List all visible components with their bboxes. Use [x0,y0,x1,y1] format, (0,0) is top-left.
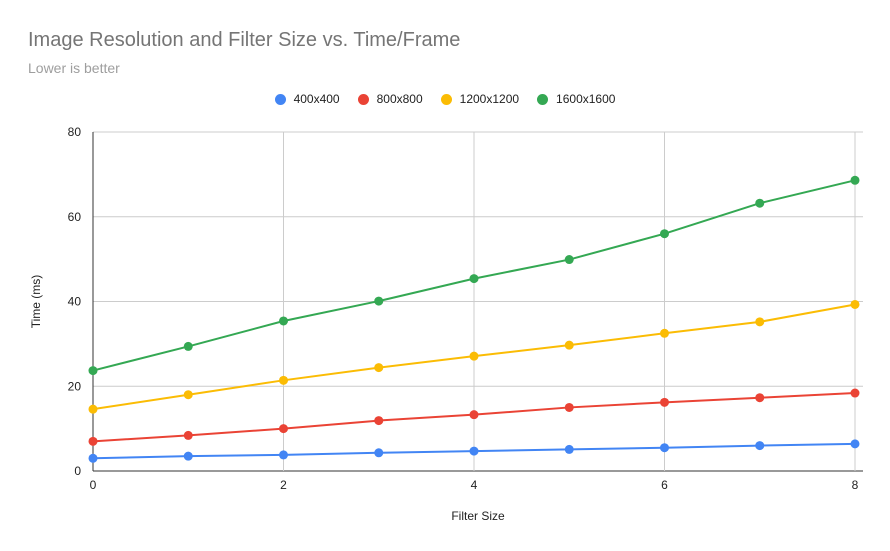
legend-label: 800x800 [376,92,423,106]
legend-item-800x800: 800x800 [357,92,423,106]
data-point-400x400 [660,443,669,453]
legend-label: 400x400 [293,92,340,106]
data-point-800x800 [660,397,669,407]
data-point-1600x1600 [183,341,193,351]
data-point-1600x1600 [469,274,479,284]
data-point-800x800 [564,402,574,412]
data-point-1600x1600 [374,296,384,306]
data-point-1200x1200 [183,390,193,400]
data-point-1200x1200 [279,375,288,385]
data-point-1200x1200 [564,340,574,350]
legend-label: 1600x1600 [556,92,616,106]
x-tick-label: 8 [852,478,859,492]
data-point-800x800 [88,436,98,446]
data-point-1600x1600 [660,229,669,239]
data-point-400x400 [469,446,479,456]
y-axis-title: Time (ms) [29,275,43,329]
data-point-800x800 [850,388,860,398]
data-point-800x800 [469,410,479,420]
legend-item-1600x1600: 1600x1600 [537,92,615,106]
data-point-800x800 [279,424,288,434]
y-tick-label: 80 [68,125,82,139]
data-point-1600x1600 [279,316,288,326]
data-point-1600x1600 [564,255,574,265]
data-point-400x400 [374,448,384,458]
data-point-1200x1200 [469,351,479,361]
legend-marker [537,93,549,105]
x-tick-label: 0 [90,478,97,492]
legend-marker [357,93,369,105]
data-point-400x400 [850,439,860,449]
y-tick-label: 0 [74,464,81,478]
data-point-1200x1200 [88,404,98,414]
y-tick-label: 60 [68,210,82,224]
data-point-400x400 [183,451,193,461]
data-point-800x800 [374,416,384,426]
data-point-400x400 [88,453,98,463]
data-point-1200x1200 [660,328,669,338]
data-point-1200x1200 [374,363,384,373]
data-point-800x800 [183,430,193,440]
legend-item-1200x1200: 1200x1200 [440,92,520,106]
y-tick-label: 40 [68,295,82,309]
chart-title: Image Resolution and Filter Size vs. Tim… [28,29,461,51]
data-point-1600x1600 [755,198,765,208]
legend-label: 1200x1200 [459,92,520,106]
x-tick-label: 6 [661,478,668,492]
legend-marker [274,93,286,105]
legend-item-400x400: 400x400 [274,92,340,106]
data-point-400x400 [564,444,574,454]
data-point-1200x1200 [850,299,860,309]
legend: 400x400 800x800 1200x1200 1600x1600 [0,92,890,106]
data-point-800x800 [755,393,765,403]
data-point-400x400 [279,450,288,460]
data-point-1200x1200 [755,317,765,327]
x-tick-label: 4 [471,478,478,492]
x-axis-title: Filter Size [451,509,505,523]
x-tick-label: 2 [280,478,287,492]
data-point-1600x1600 [850,175,860,185]
chart-subtitle: Lower is better [28,60,120,76]
legend-marker [440,93,452,105]
y-tick-label: 20 [68,379,82,393]
data-point-400x400 [755,441,765,451]
data-point-1600x1600 [88,366,98,376]
